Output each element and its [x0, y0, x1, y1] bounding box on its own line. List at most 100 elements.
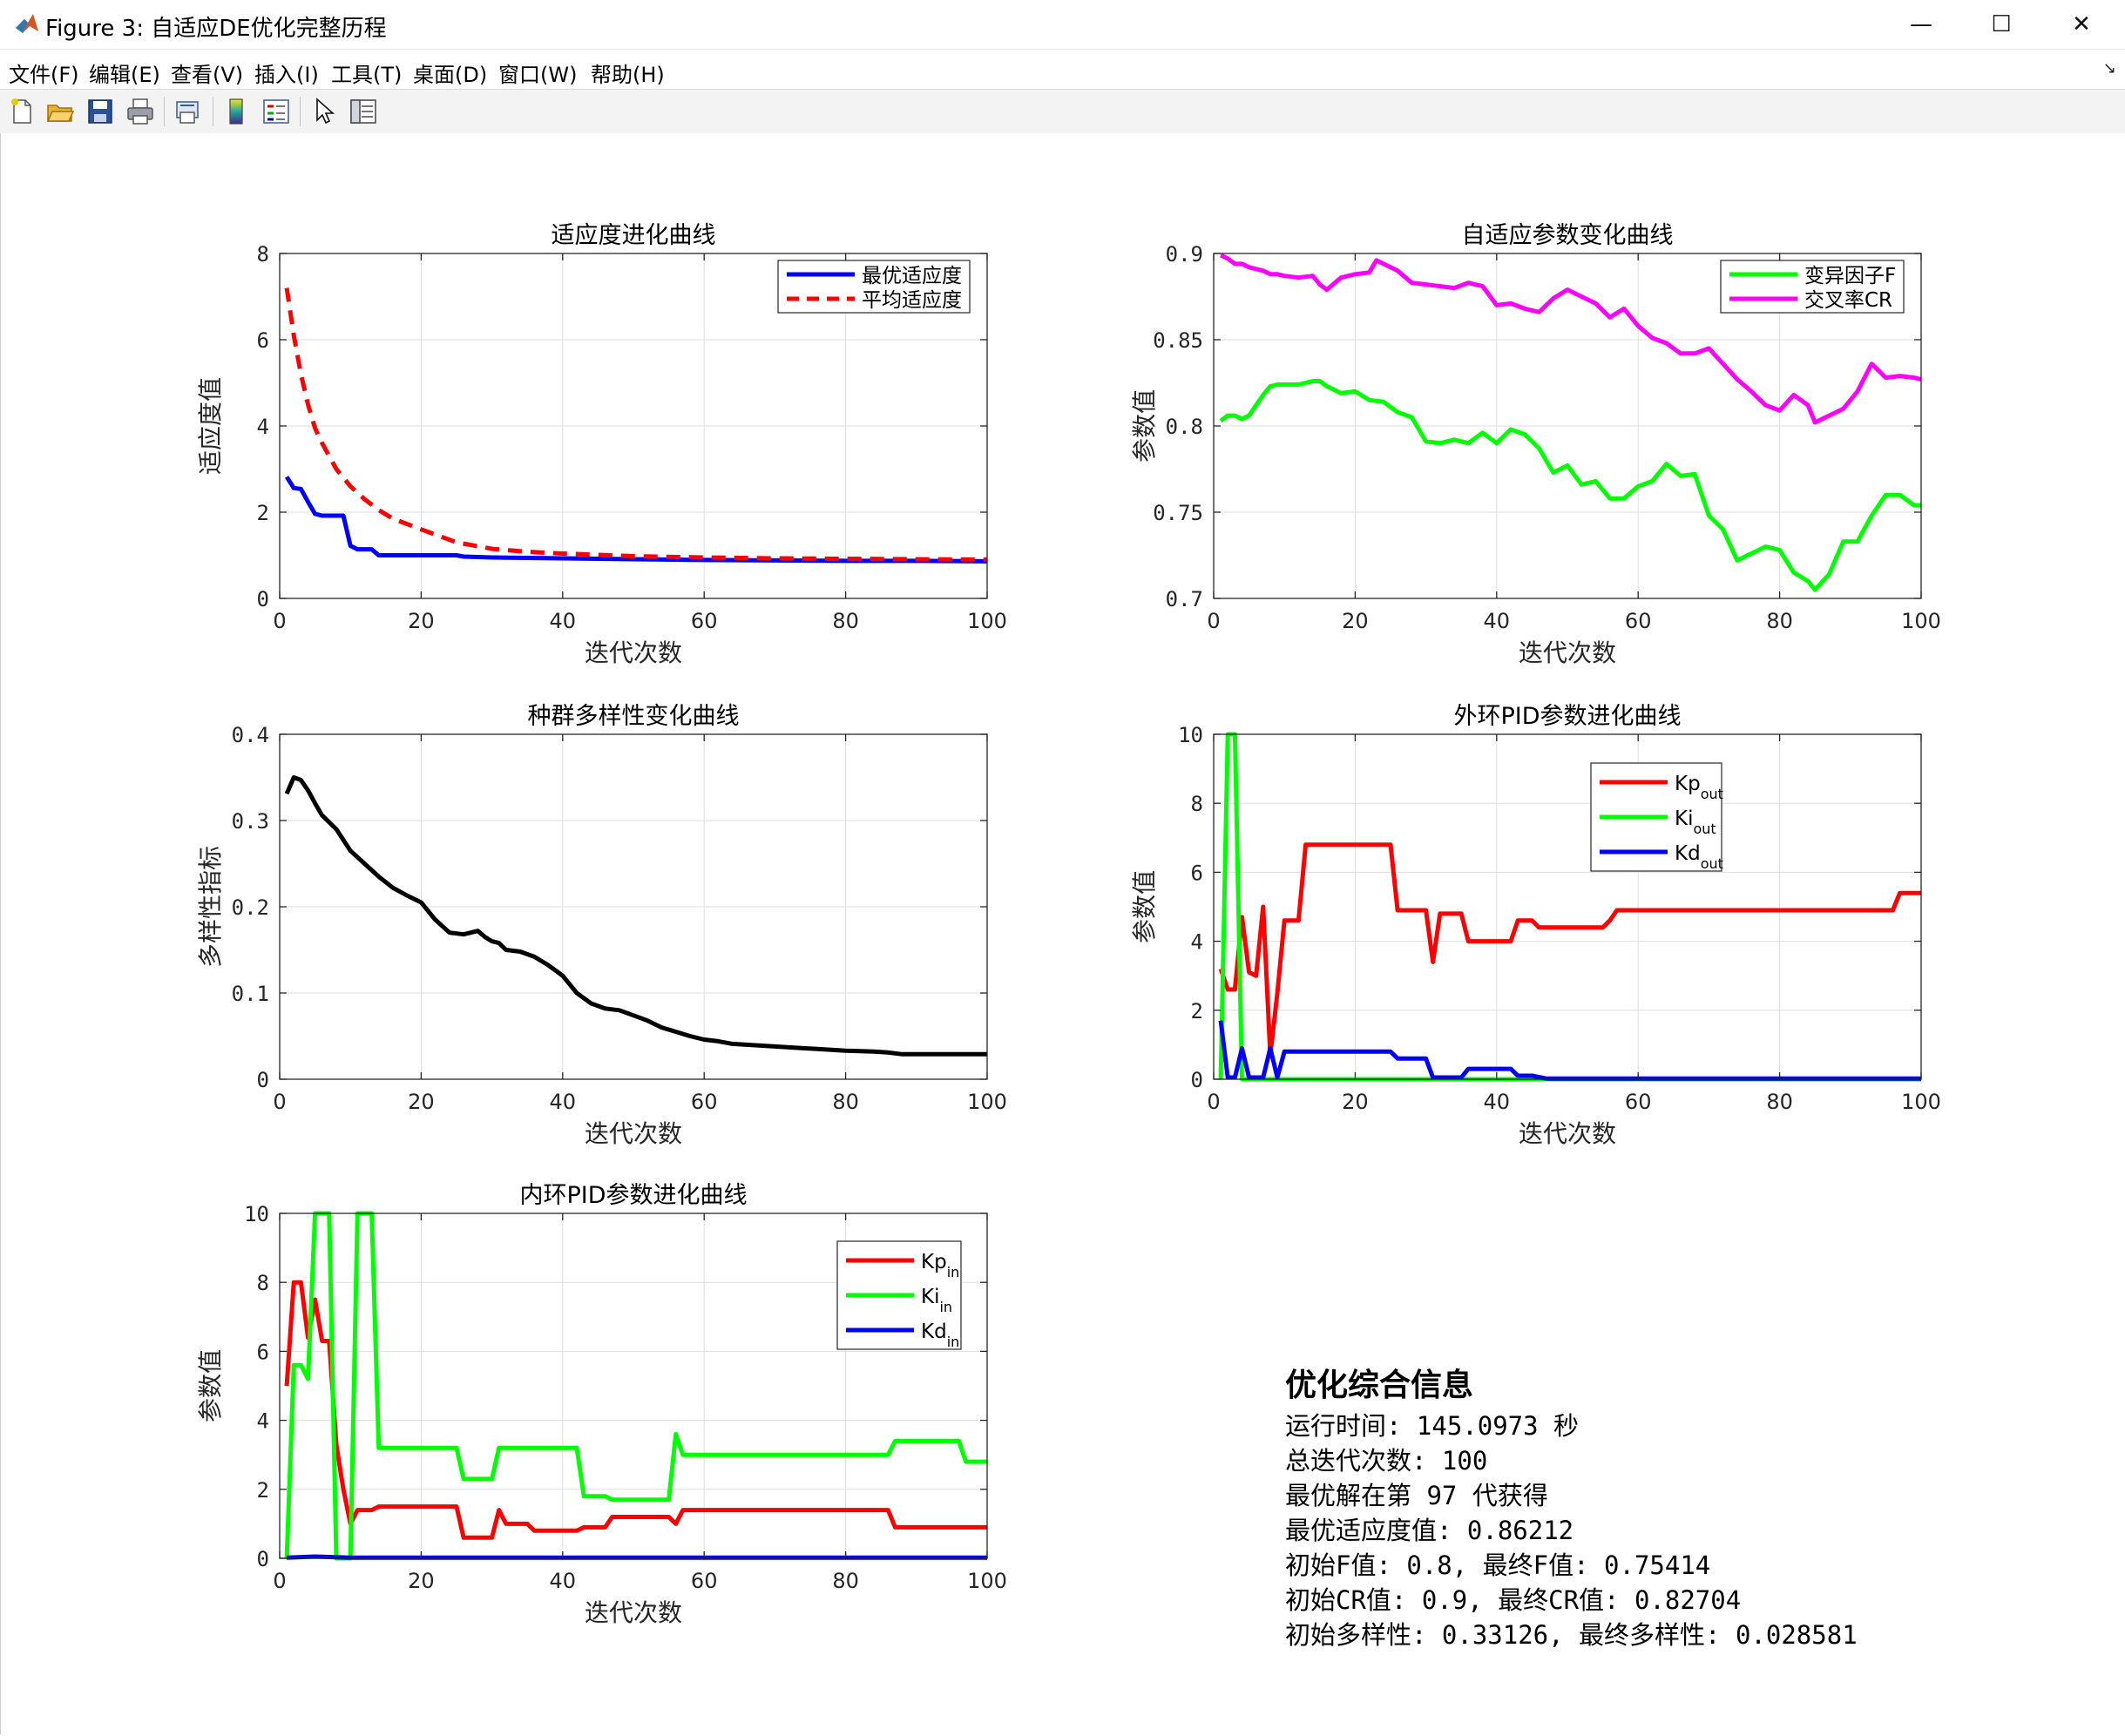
menu-bar: 文件(F) 编辑(E) 查看(V) 插入(I) 工具(T) 桌面(D) 窗口(W… [0, 51, 2125, 89]
open-file-icon[interactable] [45, 97, 75, 126]
menu-view[interactable]: 查看(V) [171, 63, 244, 87]
y-tick-label: 4 [257, 415, 269, 439]
summary-f-values: 初始F值: 0.8, 最终F值: 0.75414 [1285, 1550, 1711, 1580]
series-line-2 [284, 1211, 987, 1561]
minimize-button[interactable]: — [1910, 11, 1932, 37]
menu-window[interactable]: 窗口(W) [498, 63, 578, 87]
x-tick-label: 100 [1901, 609, 1941, 633]
x-tick-label: 100 [967, 609, 1007, 633]
chart-title: 种群多样性变化曲线 [528, 703, 740, 730]
y-axis-label: 适应度值 [196, 377, 225, 475]
subplots-container: 0 20 40 60 80 10002468适应度进化曲线迭代次数适应度值最优适应度平均适… [196, 222, 1941, 1627]
menu-help[interactable]: 帮助(H) [591, 63, 665, 87]
x-tick-label: 100 [967, 1090, 1007, 1114]
y-axis-label: 参数值 [196, 1349, 225, 1422]
y-tick-label: 4 [257, 1409, 269, 1434]
print-preview-icon[interactable] [173, 97, 202, 126]
series-line-2 [284, 287, 988, 562]
series-line-1 [1219, 379, 1921, 592]
print-icon[interactable] [125, 97, 155, 126]
menu-file[interactable]: 文件(F) [9, 63, 79, 87]
matlab-logo-icon [16, 14, 38, 33]
y-tick-label: 8 [1191, 792, 1203, 816]
legend-label: 最优适应度 [862, 265, 962, 287]
menu-edit[interactable]: 编辑(E) [89, 63, 160, 87]
y-tick-label: 0.4 [232, 723, 269, 747]
x-tick-label: 80 [1766, 609, 1793, 633]
axes-box [1213, 733, 1922, 1080]
x-tick-label: 80 [832, 609, 859, 633]
summary-best-generation: 最优解在第 97 代获得 [1285, 1481, 1548, 1510]
x-tick-label: 0 [1207, 1090, 1220, 1114]
summary-heading: 优化综合信息 [1285, 1368, 1474, 1403]
y-tick-label: 2 [257, 1478, 269, 1503]
dock-figure-icon[interactable]: ↘ [2102, 59, 2116, 78]
new-figure-icon[interactable] [7, 97, 37, 126]
x-tick-label: 60 [691, 1569, 718, 1593]
menu-insert[interactable]: 插入(I) [254, 63, 319, 87]
summary-diversity: 初始多样性: 0.33126, 最终多样性: 0.028581 [1285, 1620, 1858, 1650]
menu-tools[interactable]: 工具(T) [331, 63, 403, 87]
x-tick-label: 60 [691, 1090, 718, 1114]
x-tick-label: 40 [550, 1569, 577, 1593]
axes-box [279, 1212, 988, 1559]
y-tick-label: 6 [257, 1340, 269, 1364]
close-button[interactable]: ✕ [2072, 11, 2091, 37]
x-axis-label: 迭代次数 [585, 1598, 682, 1627]
y-tick-label: 0.8 [1166, 415, 1203, 439]
maximize-button[interactable]: ☐ [1991, 11, 2012, 37]
legend-subscript: in [947, 1334, 960, 1350]
toolbar-separator [300, 97, 301, 126]
window-title-bar: Figure 3: 自适应DE优化完整历程 — ☐ ✕ [0, 0, 2125, 50]
legend-box [777, 260, 971, 314]
y-tick-label: 0.3 [232, 809, 269, 834]
summary-total-iterations: 总迭代次数: 100 [1285, 1446, 1488, 1476]
x-tick-label: 40 [550, 1090, 577, 1114]
colorbar-icon[interactable] [221, 97, 251, 126]
y-tick-label: 0 [257, 1547, 269, 1571]
series-line-2 [1220, 253, 1922, 425]
property-inspector-icon[interactable] [349, 97, 378, 126]
chart-title: 自适应参数变化曲线 [1462, 222, 1674, 249]
legend-label: 变异因子F [1804, 265, 1896, 287]
x-tick-label: 80 [832, 1569, 859, 1593]
x-axis-label: 迭代次数 [1519, 638, 1616, 667]
chart-title: 外环PID参数进化曲线 [1453, 703, 1681, 730]
y-tick-label: 4 [1191, 930, 1203, 955]
legend-label: 交叉率CR [1804, 289, 1892, 312]
figure-canvas: 0 20 40 60 80 100 0 2 4 6 8 适应度进化曲线 迭代次数 适应度值 最优适应度 平均适… [0, 133, 2125, 1734]
x-tick-label: 40 [550, 609, 577, 633]
summary-best-fitness: 最优适应度值: 0.86212 [1285, 1516, 1574, 1545]
y-tick-label: 6 [1191, 861, 1203, 885]
x-tick-label: 40 [1484, 1090, 1511, 1114]
pointer-icon[interactable] [310, 97, 340, 126]
y-tick-label: 2 [257, 501, 269, 525]
x-tick-label: 20 [408, 1090, 435, 1114]
y-tick-label: 0 [257, 1068, 269, 1092]
x-tick-label: 0 [273, 1090, 286, 1114]
x-tick-label: 100 [1901, 1090, 1941, 1114]
series-line-3 [1218, 1020, 1921, 1081]
y-tick-label: 0.9 [1166, 242, 1203, 267]
chart-title: 适应度进化曲线 [552, 222, 716, 249]
x-tick-label: 0 [273, 609, 286, 633]
toolbar-separator [164, 97, 165, 126]
y-axis-label: 参数值 [1130, 870, 1159, 943]
x-tick-label: 0 [1207, 609, 1220, 633]
figure-toolbar [0, 89, 2125, 134]
legend-subscript: out [1701, 786, 1723, 802]
summary-cr-values: 初始CR值: 0.9, 最终CR值: 0.82704 [1285, 1585, 1742, 1615]
menu-desktop[interactable]: 桌面(D) [413, 63, 488, 87]
x-tick-label: 40 [1484, 609, 1511, 633]
plot-area [1214, 734, 1921, 1079]
y-tick-label: 10 [1178, 723, 1203, 747]
summary-runtime: 运行时间: 145.0973 秒 [1285, 1411, 1580, 1441]
save-icon[interactable] [85, 97, 115, 126]
legend-icon[interactable] [261, 97, 291, 126]
